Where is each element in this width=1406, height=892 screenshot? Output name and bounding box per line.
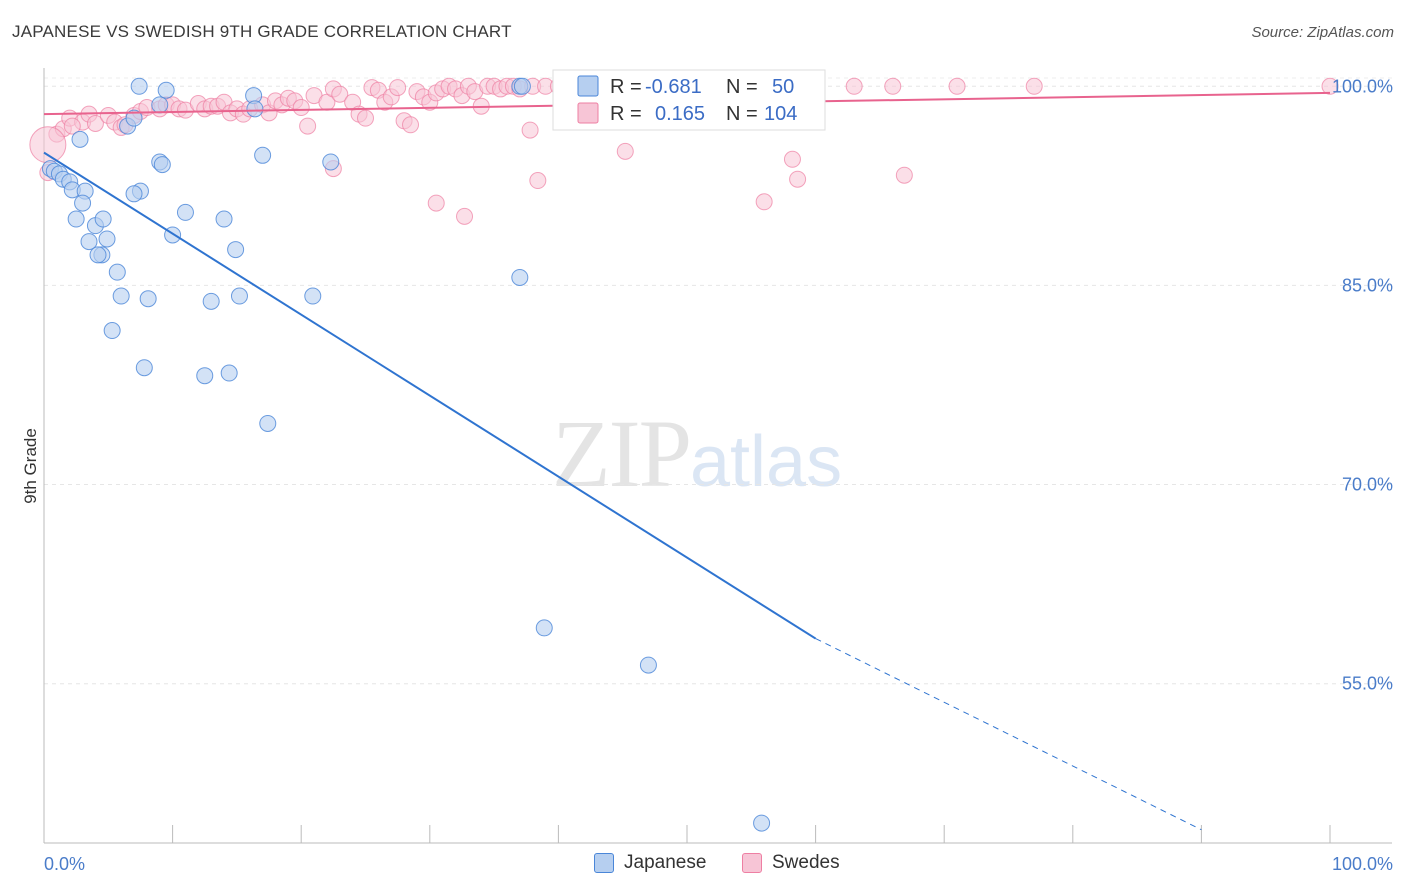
japanese-point xyxy=(246,100,264,118)
japanese-point xyxy=(74,194,92,212)
japanese-point xyxy=(125,185,143,203)
japanese-point xyxy=(135,359,153,377)
legend-item-japanese: Japanese xyxy=(594,852,706,874)
chart-title: JAPANESE VS SWEDISH 9TH GRADE CORRELATIO… xyxy=(12,22,512,41)
swedes-point xyxy=(1321,77,1339,95)
japanese-point xyxy=(71,130,89,148)
legend-swatch-japanese xyxy=(577,75,599,97)
watermark-zip: ZIP xyxy=(552,400,692,507)
japanese-point xyxy=(67,210,85,228)
japanese-point xyxy=(176,203,194,221)
japanese-point xyxy=(112,287,130,305)
swedes-point xyxy=(789,170,807,188)
y-axis-label: 9th Grade xyxy=(21,428,40,504)
watermark-atlas: atlas xyxy=(690,422,843,502)
japanese-point xyxy=(304,287,322,305)
japanese-point xyxy=(157,81,175,99)
swedes-point xyxy=(389,79,407,97)
japanese-point xyxy=(753,814,771,832)
series-legend: Japanese Swedes xyxy=(0,850,1406,880)
swedes-point xyxy=(1025,77,1043,95)
japanese-point xyxy=(227,241,245,259)
japanese-point xyxy=(80,233,98,251)
swedes-point xyxy=(331,85,349,103)
japanese-point xyxy=(230,287,248,305)
japanese-point xyxy=(98,230,116,248)
source-credit: Source: ZipAtlas.com xyxy=(1251,24,1394,41)
swedes-point xyxy=(357,109,374,127)
swedes-point xyxy=(948,77,966,95)
swedes-point xyxy=(783,150,801,168)
japanese-point xyxy=(94,210,112,228)
japanese-trend-line xyxy=(43,151,817,640)
stats-legend: R = -0.681 N = 50 R = 0.165 N = 104 xyxy=(552,69,826,131)
legend-label-japanese: Japanese xyxy=(624,852,707,873)
legend-r-value-swedes: 0.165 xyxy=(655,103,705,125)
tick-labels: 100.0% 85.0% 70.0% 55.0% 0.0% 100.0% xyxy=(44,76,1393,874)
japanese-point xyxy=(220,364,238,382)
japanese-point xyxy=(153,156,171,174)
x-tick-label-1: 100.0% xyxy=(1332,854,1393,874)
japanese-point xyxy=(511,268,529,286)
y-tick-label-3: 55.0% xyxy=(1342,674,1393,694)
japanese-point xyxy=(151,96,169,114)
swedes-point xyxy=(299,117,317,135)
japanese-point xyxy=(89,246,107,264)
swedes-point xyxy=(86,114,104,132)
swedes-point xyxy=(755,193,773,211)
swedes-point xyxy=(895,166,913,184)
y-tick-label-2: 70.0% xyxy=(1342,475,1393,495)
japanese-point xyxy=(108,263,126,281)
x-tick-label-0: 0.0% xyxy=(44,854,85,874)
swedes-point xyxy=(402,116,420,134)
gridlines xyxy=(44,77,1392,685)
axes xyxy=(43,68,1392,844)
y-tick-label-0: 100.0% xyxy=(1332,76,1393,96)
legend-r-label-japanese: R = xyxy=(610,76,642,98)
swedes-point xyxy=(63,117,81,135)
japanese-points xyxy=(41,77,771,832)
swedes-point xyxy=(616,142,634,160)
japanese-point xyxy=(196,367,214,385)
legend-swatch-japanese-bottom xyxy=(594,853,614,873)
japanese-trend-extension xyxy=(815,638,1202,831)
swedes-point xyxy=(529,172,547,190)
swedes-point xyxy=(521,121,539,139)
swedes-point xyxy=(884,77,902,95)
legend-swatch-swedes xyxy=(577,102,599,124)
legend-n-value-japanese: 50 xyxy=(772,76,794,98)
japanese-point xyxy=(254,146,272,164)
japanese-point xyxy=(322,153,340,171)
swedes-point xyxy=(845,77,863,95)
legend-r-label-swedes: R = xyxy=(610,103,642,125)
legend-swatch-swedes-bottom xyxy=(742,853,762,873)
japanese-point xyxy=(139,290,157,308)
trend-lines xyxy=(43,91,1331,831)
watermark: ZIPatlas xyxy=(552,398,842,509)
japanese-point xyxy=(535,619,553,637)
japanese-point xyxy=(202,292,220,310)
swedes-point xyxy=(292,99,310,117)
legend-r-value-japanese: -0.681 xyxy=(645,76,702,98)
japanese-point xyxy=(259,414,277,432)
y-tick-label-1: 85.0% xyxy=(1342,275,1393,295)
japanese-point xyxy=(125,109,143,127)
japanese-point xyxy=(639,656,657,674)
japanese-point xyxy=(215,210,233,228)
japanese-point xyxy=(130,77,148,95)
legend-n-label-swedes: N = xyxy=(726,103,758,125)
legend-label-swedes: Swedes xyxy=(772,852,840,873)
swedes-point xyxy=(29,126,67,164)
legend-item-swedes: Swedes xyxy=(742,852,840,874)
legend-n-value-swedes: 104 xyxy=(764,103,797,125)
japanese-point xyxy=(103,322,121,340)
swedes-point xyxy=(427,194,445,212)
legend-n-label-japanese: N = xyxy=(726,76,758,98)
japanese-point xyxy=(513,77,531,95)
swedes-point xyxy=(456,207,474,225)
